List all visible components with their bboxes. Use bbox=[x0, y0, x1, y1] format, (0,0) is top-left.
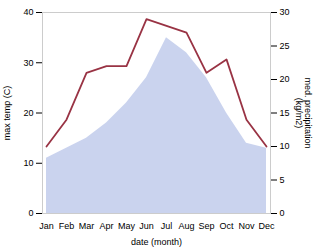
svg-text:30: 30 bbox=[23, 58, 33, 68]
svg-text:Dec: Dec bbox=[258, 221, 275, 231]
svg-text:5: 5 bbox=[280, 175, 285, 185]
svg-text:Mar: Mar bbox=[79, 221, 95, 231]
svg-text:Sep: Sep bbox=[198, 221, 214, 231]
svg-text:Feb: Feb bbox=[59, 221, 75, 231]
svg-text:10: 10 bbox=[23, 158, 33, 168]
svg-text:med. precipitation(kg/m2): med. precipitation(kg/m2) bbox=[294, 77, 313, 148]
svg-text:25: 25 bbox=[280, 41, 290, 51]
svg-text:15: 15 bbox=[280, 108, 290, 118]
svg-text:Jul: Jul bbox=[161, 221, 173, 231]
svg-text:0: 0 bbox=[28, 208, 33, 218]
svg-text:Nov: Nov bbox=[238, 221, 255, 231]
svg-text:20: 20 bbox=[23, 108, 33, 118]
svg-text:10: 10 bbox=[280, 141, 290, 151]
svg-text:20: 20 bbox=[280, 74, 290, 84]
svg-text:Jun: Jun bbox=[139, 221, 154, 231]
svg-text:Oct: Oct bbox=[219, 221, 234, 231]
svg-text:max temp (C): max temp (C) bbox=[2, 86, 12, 141]
svg-text:date (month): date (month) bbox=[131, 237, 182, 247]
svg-text:May: May bbox=[118, 221, 136, 231]
svg-text:Aug: Aug bbox=[178, 221, 194, 231]
svg-text:Apr: Apr bbox=[99, 221, 113, 231]
svg-text:30: 30 bbox=[280, 7, 290, 17]
svg-text:Jan: Jan bbox=[39, 221, 54, 231]
svg-text:40: 40 bbox=[23, 7, 33, 17]
svg-text:0: 0 bbox=[280, 208, 285, 218]
